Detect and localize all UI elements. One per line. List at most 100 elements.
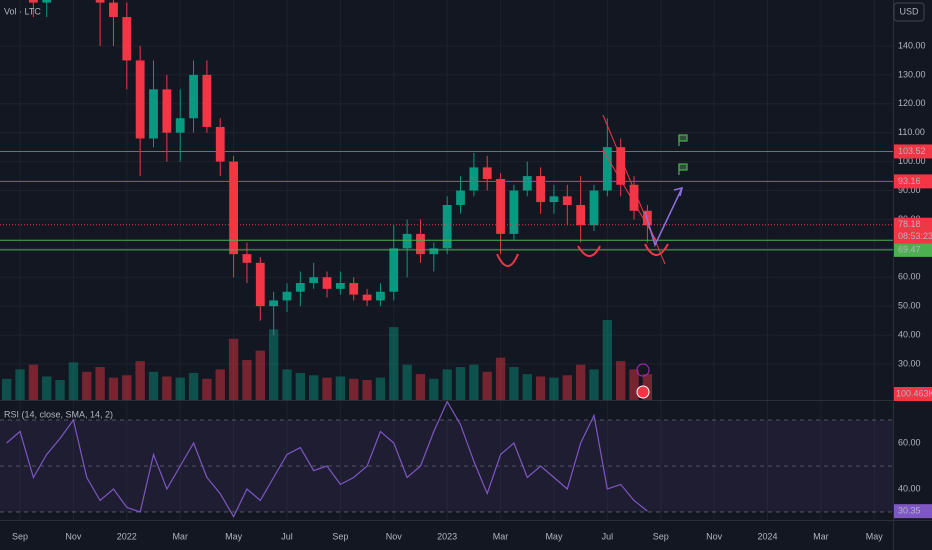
volume-bar bbox=[2, 378, 12, 400]
volume-bar bbox=[255, 350, 265, 400]
x-tick-label: Sep bbox=[12, 531, 28, 541]
volume-bar bbox=[629, 369, 639, 400]
last-price-tag bbox=[894, 217, 932, 244]
candle-body bbox=[215, 126, 225, 162]
volume-bar bbox=[482, 371, 492, 400]
volume-bar bbox=[616, 361, 626, 400]
volume-bar bbox=[402, 364, 412, 400]
flag-icon bbox=[678, 163, 688, 175]
rsi-last: 30.35 bbox=[898, 506, 921, 516]
candle-body bbox=[322, 277, 332, 289]
level-label: 69.47 bbox=[898, 244, 921, 254]
x-tick-label: Mar bbox=[493, 531, 509, 541]
x-tick-label: Sep bbox=[653, 531, 669, 541]
projection-arrow bbox=[644, 187, 683, 248]
candle-body bbox=[469, 167, 479, 191]
candle-body bbox=[589, 190, 599, 226]
series-label: Vol · LTC bbox=[4, 6, 41, 16]
volume-bar bbox=[389, 327, 399, 400]
y-tick-label: 90.00 bbox=[898, 185, 921, 195]
x-tick-label: Mar bbox=[813, 531, 829, 541]
cup-arc bbox=[644, 243, 669, 256]
candle-body bbox=[616, 147, 626, 185]
volume-bar bbox=[589, 369, 599, 400]
candle-body bbox=[189, 74, 198, 119]
x-tick-label: May bbox=[545, 531, 563, 541]
y-tick-label: 60.00 bbox=[898, 272, 921, 282]
candle-body bbox=[335, 283, 345, 289]
volume-bar bbox=[202, 378, 212, 400]
candle-body bbox=[175, 118, 185, 133]
volume-tag bbox=[894, 387, 932, 401]
volume-bar bbox=[122, 375, 132, 400]
y-tick-label: 120.00 bbox=[898, 98, 926, 108]
cup-arc bbox=[496, 253, 519, 267]
y-tick-label: 100.00 bbox=[898, 156, 926, 166]
x-tick-label: 2023 bbox=[437, 531, 457, 541]
x-tick-label: Mar bbox=[172, 531, 188, 541]
x-tick-label: May bbox=[866, 531, 884, 541]
candle-body bbox=[135, 60, 145, 139]
volume-bar bbox=[495, 357, 506, 400]
level-label: 103.52 bbox=[898, 146, 926, 156]
volume-bar bbox=[162, 376, 172, 400]
candle-body bbox=[416, 233, 425, 255]
event-icon[interactable] bbox=[636, 363, 650, 377]
x-tick-label: 2024 bbox=[758, 531, 778, 541]
event-icon[interactable] bbox=[636, 385, 650, 399]
candle-body bbox=[576, 204, 586, 226]
volume-bar bbox=[535, 376, 546, 400]
candle-body bbox=[456, 190, 465, 205]
volume-bar bbox=[469, 364, 479, 400]
volume-pane bbox=[2, 320, 653, 400]
volume-bar bbox=[455, 367, 466, 400]
volume-bar bbox=[602, 320, 613, 400]
candle-body bbox=[496, 178, 505, 234]
y-tick-label: 30.00 bbox=[898, 358, 921, 368]
volume-bar bbox=[509, 367, 519, 400]
rsi-tick-label: 60.00 bbox=[898, 437, 921, 447]
level-tag bbox=[894, 242, 932, 257]
candle-body bbox=[149, 89, 158, 139]
level-tag bbox=[894, 144, 932, 159]
candle-body bbox=[122, 17, 132, 61]
candle-body bbox=[309, 277, 319, 284]
volume-bar bbox=[282, 369, 292, 400]
volume-bar bbox=[68, 362, 79, 400]
axis: Sep Nov 2022 Mar May Jul Sep Nov 2023 Mar May Jul Se… bbox=[12, 40, 932, 541]
volume-bar bbox=[335, 376, 346, 400]
volume-bar bbox=[295, 372, 306, 400]
price-pane bbox=[0, 0, 893, 336]
volume-bar bbox=[322, 377, 332, 400]
currency-box[interactable] bbox=[893, 2, 925, 22]
candle-body bbox=[202, 74, 212, 127]
flag-icon bbox=[678, 134, 688, 146]
volume-bar bbox=[42, 376, 52, 400]
x-tick-label: 2022 bbox=[117, 531, 137, 541]
currency[interactable]: USD bbox=[899, 6, 919, 16]
volume-bar bbox=[28, 364, 39, 400]
volume-bar bbox=[349, 378, 359, 400]
y-tick-label: 50.00 bbox=[898, 301, 921, 311]
y-tick-label: 130.00 bbox=[898, 69, 926, 79]
candle-body bbox=[522, 176, 532, 191]
candle-body bbox=[229, 161, 238, 255]
rsi-label: RSI (14, close, SMA, 14, 2) bbox=[4, 409, 113, 419]
volume-bar bbox=[82, 371, 92, 400]
candle-body bbox=[362, 294, 372, 301]
volume-bar bbox=[135, 361, 145, 400]
candle-body bbox=[42, 0, 52, 3]
x-tick-label: Jul bbox=[281, 531, 293, 541]
candle-body bbox=[602, 147, 612, 191]
candle-body bbox=[255, 262, 265, 307]
last-volume: 100.463K bbox=[896, 388, 932, 398]
last-price: 78.18 bbox=[898, 219, 921, 229]
volume-bar bbox=[95, 367, 105, 400]
volume-bar bbox=[562, 375, 572, 400]
volume-bar bbox=[228, 338, 239, 400]
volume-bar bbox=[108, 377, 119, 400]
candle-body bbox=[389, 248, 399, 292]
candle-body bbox=[536, 176, 546, 203]
candle-body bbox=[109, 2, 118, 18]
rsi-line bbox=[6, 401, 648, 518]
